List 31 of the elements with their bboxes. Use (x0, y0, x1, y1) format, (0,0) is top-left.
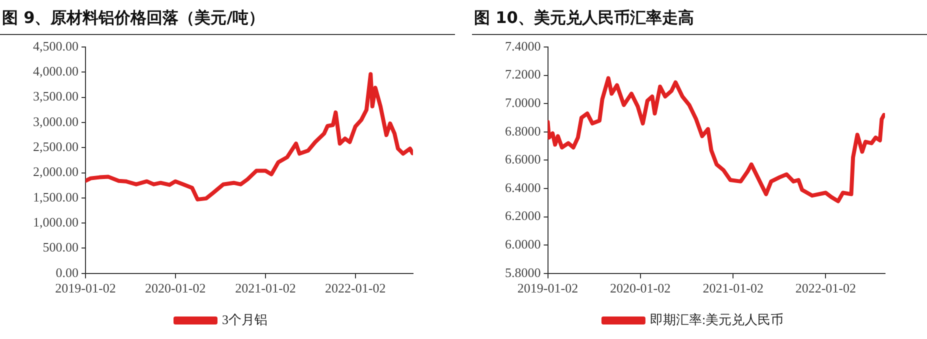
y-tick-label: 500.00 (42, 240, 78, 255)
y-tick-label: 6.0000 (505, 236, 541, 252)
y-tick-label: 1,000.00 (33, 214, 78, 230)
y-tick-label: 7.4000 (505, 38, 541, 54)
y-tick-label: 3,500.00 (33, 88, 78, 104)
y-tick-label: 4,500.00 (33, 38, 78, 54)
x-tick-label: 2021-01-02 (702, 280, 764, 296)
x-tick-label: 2020-01-02 (145, 280, 206, 296)
y-tick-label: 2,500.00 (33, 139, 78, 154)
y-tick-label: 6.8000 (505, 123, 541, 138)
y-tick-label: 7.0000 (505, 95, 541, 110)
x-tick-label: 2022-01-02 (795, 280, 856, 296)
y-tick-label: 4,000.00 (33, 64, 78, 79)
x-tick-label: 2019-01-02 (517, 280, 578, 296)
y-tick-label: 6.4000 (505, 180, 541, 195)
chart-title: 图 9、原材料铝价格回落（美元/吨） (0, 0, 455, 35)
y-tick-label: 6.6000 (505, 152, 541, 167)
x-tick-label: 2021-01-02 (235, 280, 296, 296)
y-tick-label: 3,000.00 (33, 114, 78, 129)
y-tick-label: 0.00 (56, 264, 78, 280)
legend-label: 即期汇率:美元兑人民币 (650, 312, 784, 327)
legend-label: 3个月铝 (222, 312, 268, 327)
x-tick-label: 2019-01-02 (55, 280, 116, 296)
y-tick-label: 6.2000 (505, 208, 541, 224)
y-tick-label: 2,000.00 (33, 164, 78, 180)
x-tick-label: 2020-01-02 (610, 280, 671, 296)
y-tick-label: 5.8000 (505, 264, 541, 280)
chart-title: 图 10、美元兑人民币汇率走高 (472, 0, 927, 35)
x-tick-label: 2022-01-02 (325, 280, 386, 296)
y-tick-label: 1,500.00 (33, 189, 78, 204)
y-tick-label: 7.2000 (505, 66, 541, 82)
